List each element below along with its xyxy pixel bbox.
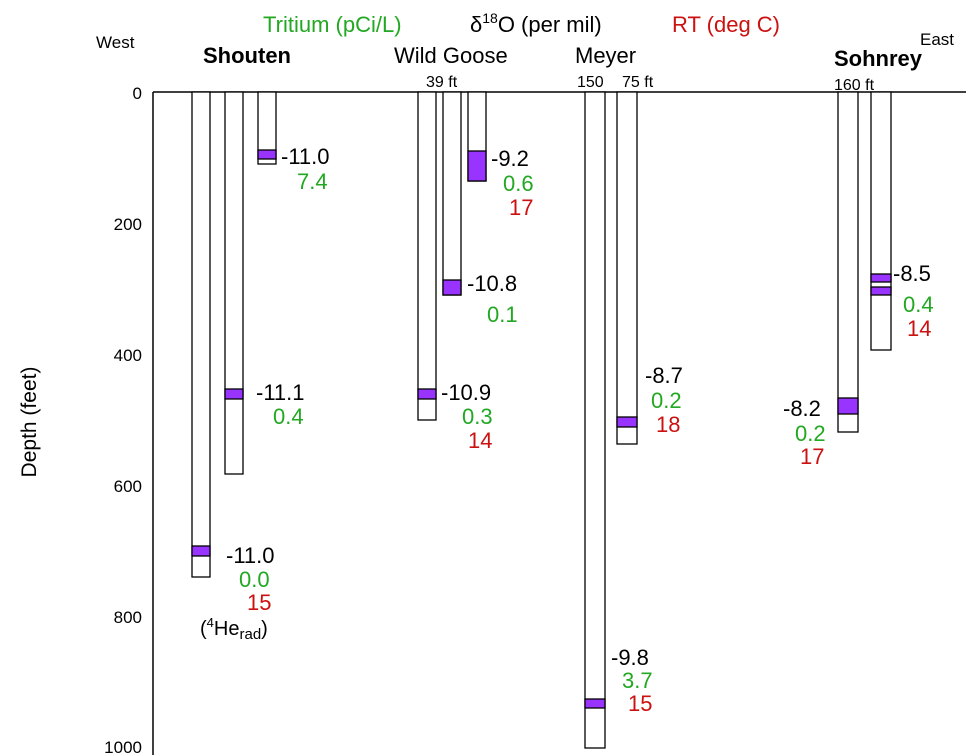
- screen-sohnrey-shallow-lower: [870, 286, 892, 296]
- rt-value: 18: [656, 412, 680, 437]
- d18o-value: -11.0: [226, 543, 275, 568]
- well-meyer-mid: [616, 91, 638, 445]
- tritium-value: 7.4: [297, 169, 328, 194]
- y-tick-label: 1000: [104, 738, 142, 755]
- well-name-sohnrey: Sohnrey: [834, 46, 923, 71]
- tritium-value: 0.4: [903, 292, 934, 317]
- d18o-value: -9.2: [491, 146, 529, 171]
- well-shouten-mid: [224, 91, 244, 475]
- legend-d18o: δ18O (per mil): [470, 10, 602, 37]
- helium-note-sup: 4: [207, 615, 214, 630]
- tritium-value: 3.7: [622, 668, 653, 693]
- tritium-value: 0.0: [239, 567, 270, 592]
- legend-tritium: Tritium (pCi/L): [263, 12, 402, 37]
- helium-note-close: ): [261, 618, 268, 640]
- depth-label-meyer-left: 150: [577, 74, 604, 91]
- depth-label-meyer-right: 75 ft: [622, 74, 654, 91]
- tritium-value: 0.4: [273, 404, 304, 429]
- well-name-shouten: Shouten: [203, 43, 291, 68]
- tritium-value: 0.2: [651, 388, 682, 413]
- rt-value: 17: [800, 444, 824, 469]
- d18o-value: -11.0: [281, 144, 330, 169]
- depth-label-sohnrey: 160 ft: [834, 77, 875, 94]
- screen-wildgoose-mid: [442, 279, 462, 296]
- legend-d18o-symbol: δ: [470, 12, 482, 37]
- well-wildgoose-mid: [442, 91, 462, 296]
- well-shouten-shallow: [257, 91, 277, 165]
- rt-value: 14: [907, 316, 931, 341]
- well-sohnrey-shallow: [870, 91, 892, 351]
- well-name-wild-goose: Wild Goose: [394, 43, 508, 68]
- d18o-value: -10.9: [441, 380, 491, 405]
- d18o-value: -8.2: [783, 396, 821, 421]
- screen-meyer-deep: [584, 698, 606, 709]
- well-meyer-deep: [584, 91, 606, 749]
- tritium-value: 0.6: [503, 171, 534, 196]
- tritium-value: 0.3: [462, 404, 493, 429]
- legend-rt: RT (deg C): [672, 12, 780, 37]
- helium-note: (4Herad): [200, 615, 268, 643]
- well-sohnrey-deep: [837, 91, 859, 433]
- well-wildgoose-deep: [417, 91, 437, 421]
- legend-d18o-rest: O (per mil): [498, 12, 602, 37]
- screen-shouten-deep: [191, 545, 211, 557]
- y-tick-label: 800: [114, 608, 142, 627]
- screen-meyer-mid: [616, 416, 638, 428]
- d18o-value: -10.8: [467, 271, 517, 296]
- depth-label-wild-goose: 39 ft: [426, 74, 458, 91]
- screen-shouten-shallow: [257, 149, 277, 160]
- tritium-value: 0.2: [795, 421, 826, 446]
- west-label: West: [96, 33, 135, 52]
- screen-sohnrey-shallow-upper: [870, 273, 892, 283]
- east-label: East: [920, 30, 954, 49]
- helium-note-he: He: [214, 618, 240, 640]
- rt-value: 15: [628, 691, 652, 716]
- helium-note-sub: rad: [239, 626, 261, 643]
- y-axis-title: Depth (feet): [18, 367, 41, 478]
- well-shouten-deep: [191, 91, 211, 578]
- d18o-value: -11.1: [256, 380, 305, 405]
- y-tick-label: 200: [114, 215, 142, 234]
- rt-value: 15: [247, 590, 271, 615]
- screen-sohnrey-deep: [837, 397, 859, 415]
- y-tick-label: 600: [114, 477, 142, 496]
- legend-d18o-sup: 18: [482, 10, 498, 26]
- tritium-value: 0.1: [487, 302, 518, 327]
- screen-wildgoose-deep: [417, 388, 437, 400]
- d18o-value: -9.8: [611, 645, 649, 670]
- y-tick-label: 0: [133, 84, 142, 103]
- screen-shouten-mid: [224, 388, 244, 400]
- y-tick-label: 400: [114, 346, 142, 365]
- d18o-value: -8.7: [645, 363, 683, 388]
- rt-value: 17: [509, 195, 533, 220]
- well-name-meyer: Meyer: [575, 43, 636, 68]
- rt-value: 14: [468, 428, 492, 453]
- helium-note-open: (: [200, 618, 207, 640]
- screen-wildgoose-shallow: [467, 150, 487, 182]
- d18o-value: -8.5: [893, 261, 931, 286]
